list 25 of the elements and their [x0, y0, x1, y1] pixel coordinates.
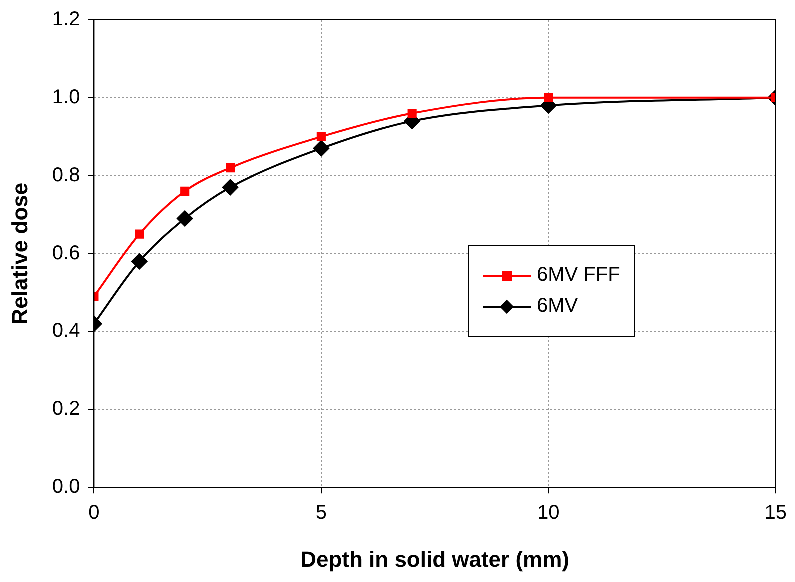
- y-tick-label: 0.4: [52, 320, 80, 342]
- x-tick-label: 15: [764, 502, 787, 524]
- point: [316, 132, 326, 142]
- x-axis-title: Depth in solid water (mm): [300, 546, 570, 572]
- legend-label: 6MV: [537, 295, 578, 318]
- point: [222, 180, 239, 196]
- legend-label: 6MV FFF: [537, 264, 620, 287]
- y-axis-title: Relative dose: [7, 182, 32, 325]
- y-tick-label: 0.6: [52, 242, 80, 264]
- x-tick-label: 0: [88, 502, 100, 524]
- point: [135, 230, 144, 239]
- point: [408, 108, 417, 118]
- y-tick-label: 1.2: [52, 8, 80, 31]
- y-tick-label: 0.8: [52, 164, 80, 186]
- point: [313, 140, 330, 157]
- point: [180, 186, 190, 196]
- point: [544, 93, 554, 102]
- y-tick-label: 0.2: [52, 398, 80, 420]
- x-tick-label: 10: [538, 502, 560, 524]
- y-tick-label: 0.0: [52, 476, 80, 498]
- point: [132, 254, 148, 270]
- point: [226, 164, 236, 173]
- point: [177, 210, 194, 227]
- x-tick-label: 5: [316, 502, 327, 524]
- y-tick-label: 1.0: [52, 86, 80, 108]
